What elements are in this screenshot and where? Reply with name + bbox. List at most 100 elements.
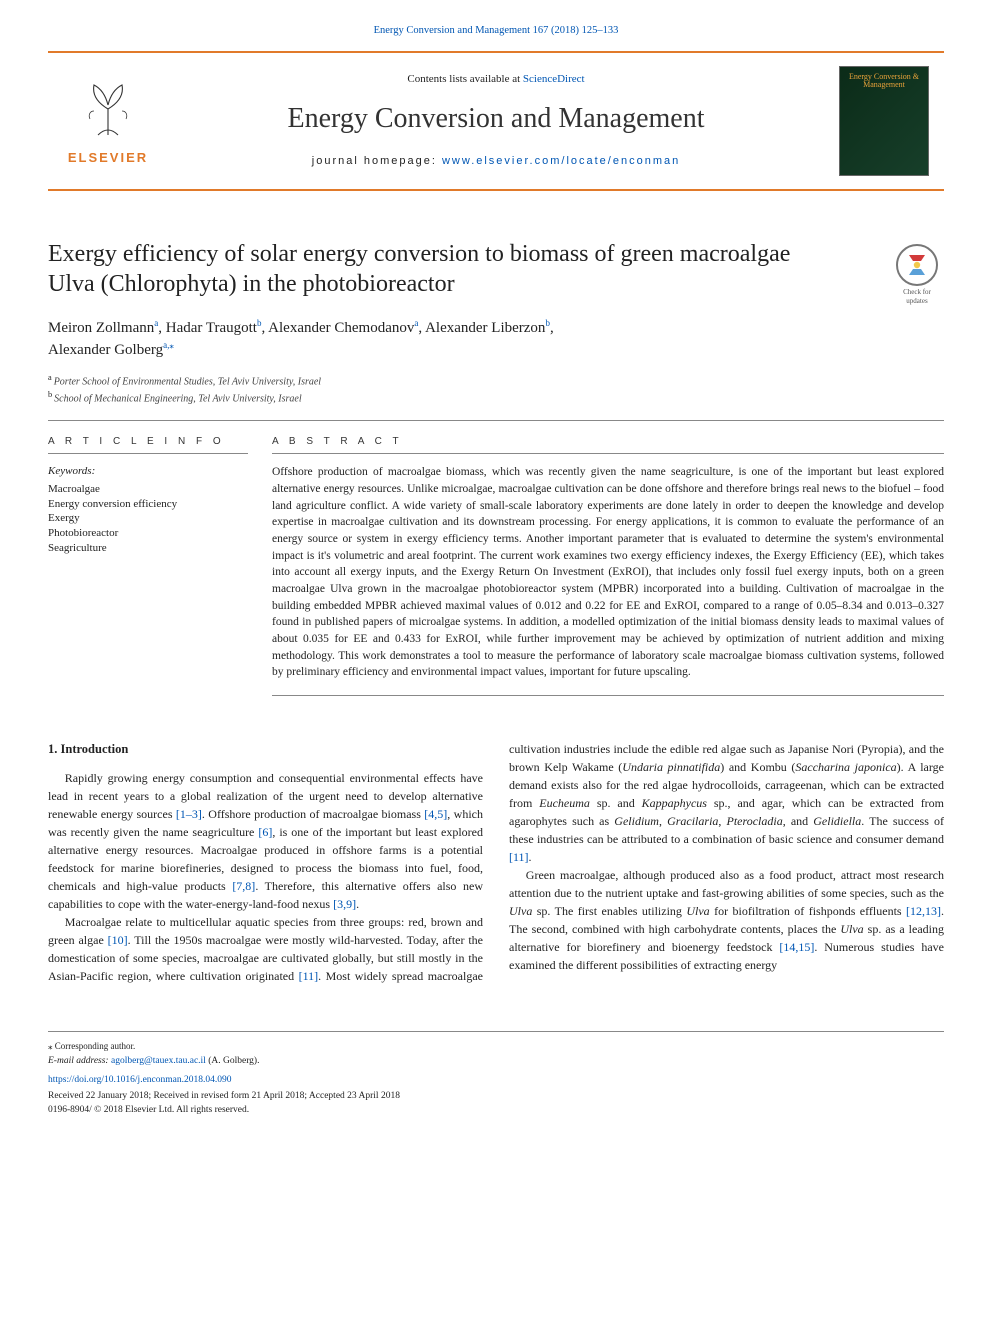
body-text: , and	[783, 814, 814, 828]
corresponding-author-note: ⁎ Corresponding author.	[48, 1040, 944, 1055]
corresponding-email-link[interactable]: agolberg@tauex.tau.ac.il	[111, 1056, 206, 1066]
author-5-corr[interactable]: ⁎	[169, 340, 174, 350]
species-name: Undaria pinnatifida	[622, 760, 720, 774]
contents-availability: Contents lists available at ScienceDirec…	[168, 72, 824, 87]
abstract-text: Offshore production of macroalgae biomas…	[272, 464, 944, 681]
ref-link[interactable]: [12,13]	[906, 904, 941, 918]
ref-link[interactable]: [7,8]	[232, 879, 255, 893]
species-name: Pterocladia	[727, 814, 783, 828]
section-heading-introduction: 1. Introduction	[48, 740, 483, 759]
author-list: Meiron Zollmanna, Hadar Traugottb, Alexa…	[48, 317, 944, 362]
publisher-logo-block: ELSEVIER	[48, 53, 168, 189]
keywords-label: Keywords:	[48, 464, 248, 479]
affiliation-a: aPorter School of Environmental Studies,…	[48, 372, 944, 389]
keyword: Energy conversion efficiency	[48, 497, 248, 512]
species-name: Gelidiella	[813, 814, 861, 828]
journal-cover-thumbnail: Energy Conversion & Management	[839, 66, 929, 176]
species-name: Ulva	[509, 904, 532, 918]
keyword: Seagriculture	[48, 541, 248, 556]
ref-link[interactable]: [14,15]	[779, 940, 814, 954]
ref-link[interactable]: [10]	[108, 933, 128, 947]
journal-homepage: journal homepage: www.elsevier.com/locat…	[168, 154, 824, 169]
body-text: .	[356, 897, 359, 911]
species-name: Gracilaria	[667, 814, 718, 828]
email-paren: (A. Golberg).	[206, 1056, 260, 1066]
article-info-column: A R T I C L E I N F O Keywords: Macroalg…	[48, 435, 248, 696]
body-text: ) and Kombu (	[720, 760, 795, 774]
article-title: Exergy efficiency of solar energy conver…	[48, 239, 836, 299]
body-text: . Offshore production of macroalgae biom…	[202, 807, 424, 821]
body-text: sp. and	[590, 796, 642, 810]
info-abstract-row: A R T I C L E I N F O Keywords: Macroalg…	[48, 435, 944, 696]
author-2-aff[interactable]: b	[257, 318, 262, 328]
author-1: Meiron Zollmann	[48, 320, 154, 336]
affiliation-a-text: Porter School of Environmental Studies, …	[54, 376, 321, 387]
sciencedirect-link[interactable]: ScienceDirect	[523, 73, 585, 85]
ref-link[interactable]: [4,5]	[424, 807, 447, 821]
publisher-wordmark: ELSEVIER	[68, 149, 148, 167]
body-text: Green macroalgae, although produced also…	[509, 868, 944, 900]
divider	[48, 453, 248, 454]
journal-banner: ELSEVIER Contents lists available at Sci…	[48, 51, 944, 191]
author-5: Alexander Golberg	[48, 342, 163, 358]
species-name: Kappaphycus	[642, 796, 707, 810]
article-body: 1. Introduction Rapidly growing energy c…	[48, 740, 944, 985]
species-name: Saccharina japonica	[795, 760, 896, 774]
elsevier-tree-icon	[68, 75, 148, 145]
author-4: Alexander Liberzon	[425, 320, 545, 336]
paragraph: Rapidly growing energy consumption and c…	[48, 769, 483, 913]
page-footer: ⁎ Corresponding author. E-mail address: …	[48, 1031, 944, 1118]
ref-link[interactable]: [11]	[509, 850, 529, 864]
cover-thumbnail-block: Energy Conversion & Management	[824, 53, 944, 189]
ref-link[interactable]: [1–3]	[176, 807, 202, 821]
corresponding-email-line: E-mail address: agolberg@tauex.tau.ac.il…	[48, 1055, 944, 1069]
corr-mark: ⁎ Corresponding author.	[48, 1041, 135, 1051]
paragraph: Green macroalgae, although produced also…	[509, 866, 944, 974]
affiliation-b-text: School of Mechanical Engineering, Tel Av…	[54, 393, 301, 404]
keywords-list: Macroalgae Energy conversion efficiency …	[48, 482, 248, 556]
ref-link[interactable]: [3,9]	[333, 897, 356, 911]
body-text: sp. The first enables utilizing	[532, 904, 686, 918]
banner-center: Contents lists available at ScienceDirec…	[168, 72, 824, 170]
title-block: Check for updates Exergy efficiency of s…	[48, 239, 944, 407]
body-text: for biofiltration of fishponds effluents	[710, 904, 906, 918]
author-3: Alexander Chemodanov	[268, 320, 414, 336]
updates-badge-line2: updates	[890, 298, 944, 305]
divider	[272, 453, 944, 454]
cover-title: Energy Conversion & Management	[844, 73, 924, 91]
check-for-updates-badge[interactable]: Check for updates	[890, 243, 944, 305]
article-history: Received 22 January 2018; Received in re…	[48, 1090, 944, 1104]
affiliations: aPorter School of Environmental Studies,…	[48, 372, 944, 407]
species-name: Eucheuma	[539, 796, 590, 810]
author-1-aff[interactable]: a	[154, 318, 158, 328]
species-name: Ulva	[840, 922, 863, 936]
author-4-aff[interactable]: b	[545, 318, 550, 328]
contents-prefix: Contents lists available at	[407, 73, 522, 85]
body-text: ,	[659, 814, 667, 828]
keyword: Macroalgae	[48, 482, 248, 497]
keyword: Photobioreactor	[48, 526, 248, 541]
author-3-aff[interactable]: a	[414, 318, 418, 328]
ref-link[interactable]: [11]	[299, 969, 319, 983]
doi-link[interactable]: https://doi.org/10.1016/j.enconman.2018.…	[48, 1074, 944, 1088]
divider	[48, 420, 944, 421]
ref-link[interactable]: [6]	[258, 825, 272, 839]
abstract-column: A B S T R A C T Offshore production of m…	[272, 435, 944, 696]
affiliation-b: bSchool of Mechanical Engineering, Tel A…	[48, 389, 944, 406]
running-head-link[interactable]: Energy Conversion and Management 167 (20…	[374, 25, 619, 36]
species-name: Ulva	[686, 904, 709, 918]
keyword: Exergy	[48, 511, 248, 526]
abstract-heading: A B S T R A C T	[272, 435, 944, 449]
species-name: Gelidium	[614, 814, 659, 828]
body-text: .	[529, 850, 532, 864]
homepage-prefix: journal homepage:	[312, 155, 442, 167]
divider	[272, 695, 944, 696]
email-label: E-mail address:	[48, 1056, 111, 1066]
article-info-heading: A R T I C L E I N F O	[48, 435, 248, 449]
homepage-link[interactable]: www.elsevier.com/locate/enconman	[442, 155, 680, 167]
author-2: Hadar Traugott	[166, 320, 257, 336]
copyright-line: 0196-8904/ © 2018 Elsevier Ltd. All righ…	[48, 1104, 944, 1118]
updates-badge-line1: Check for	[890, 289, 944, 296]
body-text: ,	[718, 814, 726, 828]
running-head: Energy Conversion and Management 167 (20…	[48, 24, 944, 39]
